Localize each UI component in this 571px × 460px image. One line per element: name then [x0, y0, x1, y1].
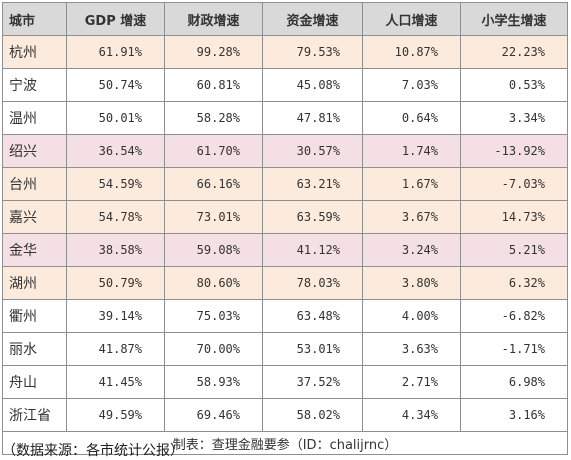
- header-capital: 资金增速: [262, 2, 363, 36]
- cell-pupils: 6.32%: [460, 266, 568, 300]
- cell-capital: 78.03%: [262, 266, 363, 300]
- cell-fiscal: 80.60%: [164, 266, 263, 300]
- cell-capital: 45.08%: [262, 68, 363, 102]
- header-population: 人口增速: [362, 2, 461, 36]
- cell-pupils: 22.23%: [460, 35, 568, 69]
- cell-gdp: 41.45%: [66, 365, 165, 399]
- cell-population: 0.64%: [362, 101, 461, 135]
- cell-fiscal: 99.28%: [164, 35, 263, 69]
- cell-pupils: -1.71%: [460, 332, 568, 366]
- cell-city: 杭州: [2, 35, 67, 69]
- cell-fiscal: 69.46%: [164, 398, 263, 432]
- table-row: 衢州 39.14% 75.03% 63.48% 4.00% -6.82%: [2, 299, 568, 333]
- header-fiscal: 财政增速: [164, 2, 263, 36]
- cell-fiscal: 73.01%: [164, 200, 263, 234]
- cell-population: 3.67%: [362, 200, 461, 234]
- cell-fiscal: 59.08%: [164, 233, 263, 267]
- cell-capital: 63.48%: [262, 299, 363, 333]
- cell-city: 浙江省: [2, 398, 67, 432]
- cell-gdp: 54.78%: [66, 200, 165, 234]
- cell-gdp: 50.79%: [66, 266, 165, 300]
- cell-pupils: 14.73%: [460, 200, 568, 234]
- table-row: 舟山 41.45% 58.93% 37.52% 2.71% 6.98%: [2, 365, 568, 399]
- cell-capital: 58.02%: [262, 398, 363, 432]
- cell-fiscal: 70.00%: [164, 332, 263, 366]
- table-row: 台州 54.59% 66.16% 63.21% 1.67% -7.03%: [2, 167, 568, 201]
- table-row: 杭州 61.91% 99.28% 79.53% 10.87% 22.23%: [2, 35, 568, 69]
- table-row: 嘉兴 54.78% 73.01% 63.59% 3.67% 14.73%: [2, 200, 568, 234]
- growth-rate-table: 城市 GDP 增速 财政增速 资金增速 人口增速 小学生增速 杭州 61.91% 9…: [2, 2, 568, 455]
- cell-city: 丽水: [2, 332, 67, 366]
- cell-capital: 37.52%: [262, 365, 363, 399]
- header-city: 城市: [2, 2, 67, 36]
- cell-population: 4.34%: [362, 398, 461, 432]
- table-row: 绍兴 36.54% 61.70% 30.57% 1.74% -13.92%: [2, 134, 568, 168]
- cell-pupils: -13.92%: [460, 134, 568, 168]
- cell-city: 舟山: [2, 365, 67, 399]
- cell-fiscal: 75.03%: [164, 299, 263, 333]
- cell-fiscal: 61.70%: [164, 134, 263, 168]
- cell-city: 嘉兴: [2, 200, 67, 234]
- cell-capital: 63.59%: [262, 200, 363, 234]
- cell-capital: 63.21%: [262, 167, 363, 201]
- cell-population: 10.87%: [362, 35, 461, 69]
- cell-population: 2.71%: [362, 365, 461, 399]
- data-source-note: （数据来源：各市统计公报）: [2, 443, 184, 459]
- cell-city: 金华: [2, 233, 67, 267]
- cell-city: 温州: [2, 101, 67, 135]
- table-row: 温州 50.01% 58.28% 47.81% 0.64% 3.34%: [2, 101, 568, 135]
- table-header: 城市 GDP 增速 财政增速 资金增速 人口增速 小学生增速: [2, 2, 568, 36]
- table-caption: 制表：查理金融要参（ID：chalijrnc）: [2, 431, 568, 455]
- cell-population: 3.24%: [362, 233, 461, 267]
- cell-population: 4.00%: [362, 299, 461, 333]
- cell-population: 7.03%: [362, 68, 461, 102]
- cell-gdp: 49.59%: [66, 398, 165, 432]
- cell-city: 绍兴: [2, 134, 67, 168]
- cell-population: 1.74%: [362, 134, 461, 168]
- cell-gdp: 36.54%: [66, 134, 165, 168]
- cell-pupils: 5.21%: [460, 233, 568, 267]
- cell-gdp: 39.14%: [66, 299, 165, 333]
- cell-gdp: 50.74%: [66, 68, 165, 102]
- cell-city: 衢州: [2, 299, 67, 333]
- cell-pupils: 3.16%: [460, 398, 568, 432]
- cell-gdp: 38.58%: [66, 233, 165, 267]
- cell-city: 台州: [2, 167, 67, 201]
- table-row: 浙江省 49.59% 69.46% 58.02% 4.34% 3.16%: [2, 398, 568, 432]
- cell-gdp: 50.01%: [66, 101, 165, 135]
- cell-fiscal: 60.81%: [164, 68, 263, 102]
- cell-pupils: 6.98%: [460, 365, 568, 399]
- cell-capital: 47.81%: [262, 101, 363, 135]
- header-gdp: GDP 增速: [66, 2, 165, 36]
- cell-population: 3.80%: [362, 266, 461, 300]
- cell-gdp: 41.87%: [66, 332, 165, 366]
- cell-capital: 53.01%: [262, 332, 363, 366]
- table-body: 杭州 61.91% 99.28% 79.53% 10.87% 22.23% 宁波 50.74%…: [2, 35, 568, 432]
- header-pupils: 小学生增速: [460, 2, 568, 36]
- table-row: 宁波 50.74% 60.81% 45.08% 7.03% 0.53%: [2, 68, 568, 102]
- cell-population: 1.67%: [362, 167, 461, 201]
- cell-gdp: 54.59%: [66, 167, 165, 201]
- header-row: 城市 GDP 增速 财政增速 资金增速 人口增速 小学生增速: [2, 2, 568, 36]
- table-row: 丽水 41.87% 70.00% 53.01% 3.63% -1.71%: [2, 332, 568, 366]
- cell-capital: 41.12%: [262, 233, 363, 267]
- cell-city: 宁波: [2, 68, 67, 102]
- cell-capital: 30.57%: [262, 134, 363, 168]
- cell-pupils: 3.34%: [460, 101, 568, 135]
- cell-pupils: -7.03%: [460, 167, 568, 201]
- cell-fiscal: 58.93%: [164, 365, 263, 399]
- cell-fiscal: 58.28%: [164, 101, 263, 135]
- table-row: 金华 38.58% 59.08% 41.12% 3.24% 5.21%: [2, 233, 568, 267]
- cell-pupils: 0.53%: [460, 68, 568, 102]
- table-row: 湖州 50.79% 80.60% 78.03% 3.80% 6.32%: [2, 266, 568, 300]
- cell-gdp: 61.91%: [66, 35, 165, 69]
- cell-city: 湖州: [2, 266, 67, 300]
- cell-fiscal: 66.16%: [164, 167, 263, 201]
- cell-population: 3.63%: [362, 332, 461, 366]
- table-footer: 制表：查理金融要参（ID：chalijrnc）: [2, 431, 568, 455]
- caption-row: 制表：查理金融要参（ID：chalijrnc）: [2, 431, 568, 455]
- cell-pupils: -6.82%: [460, 299, 568, 333]
- cell-capital: 79.53%: [262, 35, 363, 69]
